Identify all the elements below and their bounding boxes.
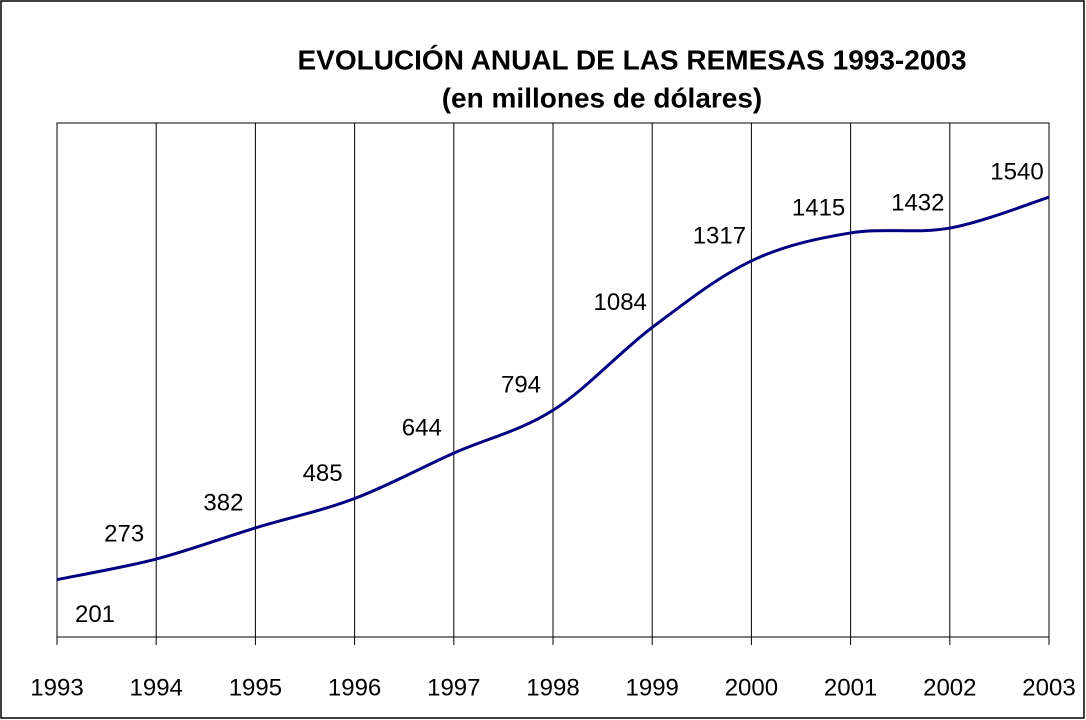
data-line	[56, 195, 1050, 582]
data-label: 1415	[792, 194, 845, 221]
data-label: 1432	[891, 189, 944, 216]
x-tick-label: 1993	[30, 674, 83, 701]
data-label: 644	[402, 414, 442, 441]
data-label: 1540	[990, 159, 1043, 186]
x-tick-label: 2002	[923, 674, 976, 701]
data-label: 273	[104, 520, 144, 547]
chart-title: EVOLUCIÓN ANUAL DE LAS REMESAS 1993-2003	[297, 44, 966, 75]
data-label: 1317	[693, 222, 746, 249]
chart-subtitle: (en millones de dólares)	[442, 82, 763, 113]
x-tick-label: 1999	[626, 674, 679, 701]
x-tick-label: 2000	[725, 674, 778, 701]
x-tick-label: 1995	[229, 674, 282, 701]
x-tick-label: 1998	[526, 674, 579, 701]
x-tick-label: 1994	[130, 674, 183, 701]
x-tick-label: 1997	[427, 674, 480, 701]
x-tick-label: 2001	[824, 674, 877, 701]
x-tick-label: 1996	[328, 674, 381, 701]
data-label: 485	[303, 460, 343, 487]
data-label: 382	[203, 489, 243, 516]
data-label: 201	[75, 601, 115, 628]
data-label: 1084	[594, 289, 647, 316]
data-label: 794	[501, 372, 541, 399]
x-tick-label: 2003	[1022, 674, 1075, 701]
